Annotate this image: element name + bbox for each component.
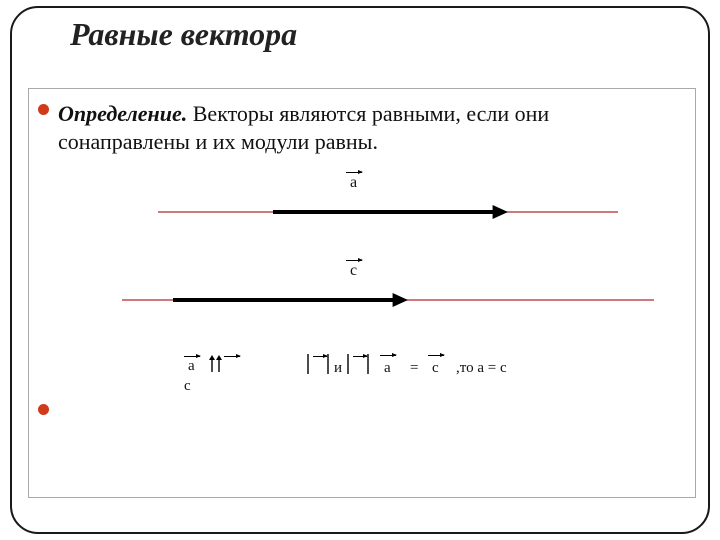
cond-vector-c: с: [184, 378, 191, 395]
vector-label: с: [350, 262, 357, 280]
cond-vector-a2: а: [384, 360, 391, 377]
vector-label: а: [350, 174, 357, 192]
diagram-svg: [28, 160, 696, 480]
codirectional-icon: [208, 355, 224, 378]
vectors-diagram: ас асиа=с,то а = с: [28, 160, 696, 480]
definition-text: Определение. Векторы являются равными, е…: [58, 100, 678, 155]
vector-arrow-overline-icon: [380, 355, 396, 356]
definition-lead: Определение.: [58, 101, 187, 126]
bullet-icon: [38, 404, 49, 415]
slide-title: Равные вектора: [70, 16, 297, 53]
vector-arrow-overline-icon: [353, 356, 367, 357]
vector-arrow-overline-icon: [428, 355, 444, 356]
cond-and: и: [334, 360, 342, 377]
vector-arrow-overline-icon: [184, 356, 200, 357]
vector-arrow-overline-icon: [346, 260, 362, 261]
cond-conclusion: ,то а = с: [456, 360, 507, 377]
cond-vector-a: а: [188, 358, 195, 375]
bullet-icon: [38, 104, 49, 115]
vector-arrow-overline-icon: [346, 172, 362, 173]
cond-equals: =: [410, 360, 418, 377]
vector-arrow-overline-icon: [313, 356, 327, 357]
vector-arrow-overline-icon: [224, 356, 240, 357]
cond-vector-c2: с: [432, 360, 439, 377]
